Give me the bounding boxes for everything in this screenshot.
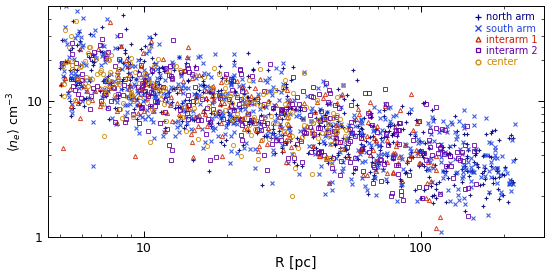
interarm 1 — [404, 159, 410, 163]
interarm 2 — [302, 132, 309, 135]
interarm 1 — [309, 131, 316, 134]
center — [130, 115, 136, 118]
Line: south arm: south arm — [58, 3, 517, 234]
south arm — [325, 121, 332, 124]
X-axis label: R [pc]: R [pc] — [276, 256, 317, 270]
interarm 2 — [117, 34, 123, 37]
Line: north arm: north arm — [58, 4, 518, 213]
Line: center: center — [60, 18, 349, 198]
south arm — [104, 81, 111, 84]
north arm — [432, 182, 439, 185]
center — [327, 156, 333, 160]
north arm — [67, 68, 73, 72]
south arm — [74, 79, 81, 82]
interarm 1 — [340, 147, 347, 150]
south arm — [379, 168, 386, 171]
Line: interarm 1: interarm 1 — [59, 20, 442, 230]
Y-axis label: $\langle n_e \rangle$ cm$^{-3}$: $\langle n_e \rangle$ cm$^{-3}$ — [6, 91, 24, 152]
interarm 2 — [139, 81, 146, 85]
interarm 2 — [454, 150, 460, 153]
south arm — [139, 107, 145, 110]
interarm 1 — [136, 88, 142, 91]
south arm — [63, 4, 69, 7]
south arm — [197, 54, 204, 57]
center — [222, 86, 228, 90]
south arm — [407, 147, 414, 150]
north arm — [480, 182, 487, 185]
north arm — [461, 209, 468, 212]
interarm 2 — [371, 165, 377, 169]
center — [289, 194, 295, 198]
Legend: north arm, south arm, interarm 1, interarm 2, center: north arm, south arm, interarm 1, intera… — [472, 10, 540, 69]
center — [73, 19, 79, 22]
interarm 1 — [408, 92, 415, 96]
interarm 2 — [129, 112, 136, 115]
center — [129, 93, 135, 97]
interarm 2 — [433, 126, 439, 129]
south arm — [64, 43, 70, 46]
interarm 1 — [432, 226, 439, 230]
north arm — [463, 142, 470, 146]
north arm — [199, 74, 205, 77]
south arm — [437, 230, 444, 233]
north arm — [502, 165, 508, 169]
center — [342, 134, 349, 137]
center — [315, 137, 322, 140]
interarm 1 — [355, 113, 362, 116]
Line: interarm 2: interarm 2 — [60, 33, 477, 218]
center — [61, 82, 68, 86]
interarm 2 — [185, 93, 191, 97]
north arm — [142, 78, 148, 81]
interarm 1 — [183, 104, 190, 108]
north arm — [141, 4, 147, 8]
interarm 1 — [414, 121, 420, 125]
interarm 1 — [107, 20, 113, 24]
center — [191, 74, 198, 77]
interarm 2 — [97, 99, 104, 102]
interarm 2 — [464, 214, 471, 218]
north arm — [355, 132, 362, 135]
